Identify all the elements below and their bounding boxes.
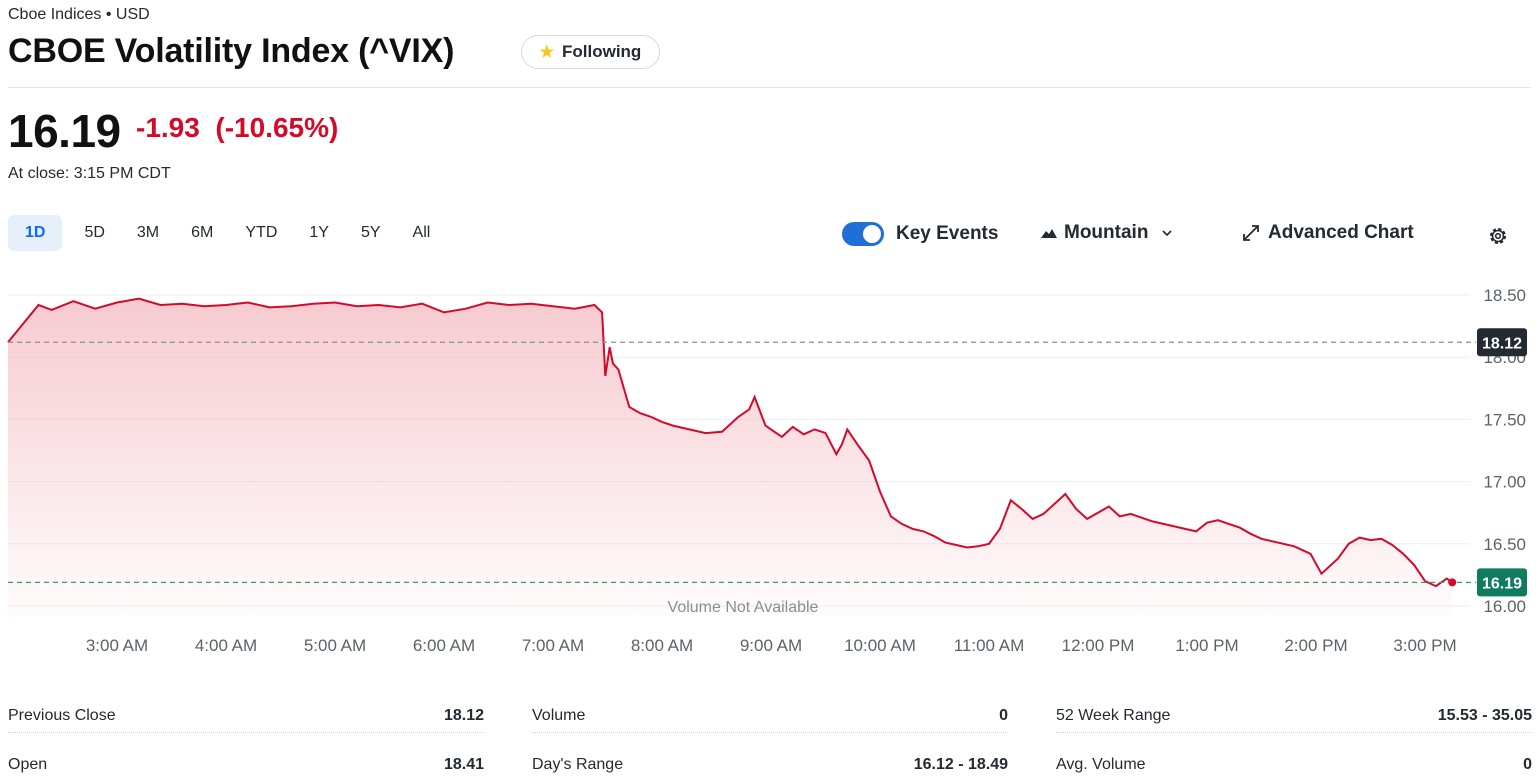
expand-icon	[1243, 225, 1259, 241]
stats-column-2: Volume 0 Day's Range 16.12 - 18.49	[532, 700, 1008, 781]
stat-value: 0	[999, 707, 1008, 724]
stat-label: Day's Range	[532, 756, 624, 773]
chart-type-dropdown[interactable]: Mountain	[1040, 222, 1174, 244]
stat-value: 18.41	[443, 756, 484, 773]
stats-column-1: Previous Close 18.12 Open 18.41	[8, 700, 484, 781]
header-divider	[8, 87, 1531, 88]
tab-1d[interactable]: 1D	[8, 215, 63, 251]
mountain-icon	[1041, 229, 1057, 238]
tab-all[interactable]: All	[412, 224, 431, 241]
x-tick-label: 11:00 AM	[954, 636, 1025, 655]
last-price-dot	[1448, 578, 1457, 587]
volume-note: Volume Not Available	[668, 599, 819, 616]
stats-column-3: 52 Week Range 15.53 - 35.05 Avg. Volume …	[1056, 700, 1532, 781]
key-events-toggle[interactable]: Key Events	[842, 222, 998, 246]
y-tick-label: 16.00	[1483, 597, 1526, 616]
stat-label: Open	[8, 756, 48, 773]
tab-ytd[interactable]: YTD	[245, 224, 278, 241]
y-tick-label: 17.00	[1483, 473, 1526, 492]
following-label: Following	[562, 42, 642, 61]
x-tick-label: 7:00 AM	[522, 636, 584, 655]
tab-3m[interactable]: 3M	[136, 224, 160, 241]
range-tabs: 1D 5D 3M 6M YTD 1Y 5Y All	[8, 215, 446, 251]
x-tick-label: 10:00 AM	[844, 636, 916, 655]
x-tick-label: 5:00 AM	[304, 636, 366, 655]
price-line	[7, 297, 1453, 588]
x-tick-label: 2:00 PM	[1284, 636, 1347, 655]
previous-close-tag	[1477, 328, 1527, 357]
last-price-tag	[1477, 568, 1527, 597]
stat-volume: Volume 0	[532, 700, 1008, 733]
key-events-label: Key Events	[896, 223, 999, 244]
exchange-label: Cboe Indices • USD	[8, 6, 150, 23]
x-tick-label: 3:00 AM	[86, 636, 148, 655]
close-time: At close: 3:15 PM CDT	[8, 165, 171, 182]
tab-1y[interactable]: 1Y	[309, 224, 329, 241]
x-tick-label: 12:00 PM	[1062, 636, 1135, 655]
chevron-down-icon	[1162, 230, 1173, 237]
stat-52-week-range: 52 Week Range 15.53 - 35.05	[1056, 700, 1532, 733]
page-title: CBOE Volatility Index (^VIX)	[8, 32, 455, 70]
stat-previous-close: Previous Close 18.12	[8, 700, 484, 733]
price-change: -1.93 (-10.65%)	[136, 112, 339, 143]
star-icon: ★	[539, 44, 554, 61]
stat-value: 16.12 - 18.49	[913, 756, 1008, 773]
x-tick-label: 9:00 AM	[740, 636, 802, 655]
stat-open: Open 18.41	[8, 749, 484, 781]
advanced-chart-label: Advanced Chart	[1268, 222, 1414, 243]
stat-value: 15.53 - 35.05	[1437, 707, 1532, 724]
stat-label: Volume	[532, 707, 586, 724]
x-tick-label: 6:00 AM	[413, 636, 475, 655]
stat-label: Previous Close	[8, 707, 116, 724]
chart-type-label: Mountain	[1064, 222, 1149, 243]
toggle-knob	[863, 225, 881, 243]
last-price-tag-label: 16.19	[1482, 575, 1522, 592]
x-tick-label: 1:00 PM	[1175, 636, 1238, 655]
gear-icon[interactable]	[1486, 224, 1510, 248]
stat-avg-volume: Avg. Volume 0	[1056, 749, 1532, 781]
stat-label: 52 Week Range	[1056, 707, 1171, 724]
y-tick-label: 18.50	[1483, 286, 1526, 305]
stat-value: 0	[1523, 756, 1532, 773]
x-tick-label: 4:00 AM	[195, 636, 257, 655]
stat-label: Avg. Volume	[1056, 756, 1146, 773]
current-price: 16.19	[8, 105, 121, 157]
price-area	[8, 298, 1453, 615]
x-tick-label: 3:00 PM	[1393, 636, 1456, 655]
stat-days-range: Day's Range 16.12 - 18.49	[532, 749, 1008, 781]
toggle-switch[interactable]	[842, 222, 884, 246]
tab-6m[interactable]: 6M	[191, 224, 214, 241]
y-tick-label: 17.50	[1483, 410, 1526, 429]
advanced-chart-button[interactable]: Advanced Chart	[1242, 222, 1414, 244]
tab-5y[interactable]: 5Y	[360, 224, 381, 241]
following-button[interactable]: ★ Following	[521, 35, 660, 69]
y-tick-label: 16.50	[1483, 535, 1526, 554]
x-tick-label: 8:00 AM	[631, 636, 693, 655]
previous-close-tag-label: 18.12	[1482, 335, 1522, 352]
stat-value: 18.12	[443, 707, 484, 724]
tab-5d[interactable]: 5D	[84, 224, 105, 241]
